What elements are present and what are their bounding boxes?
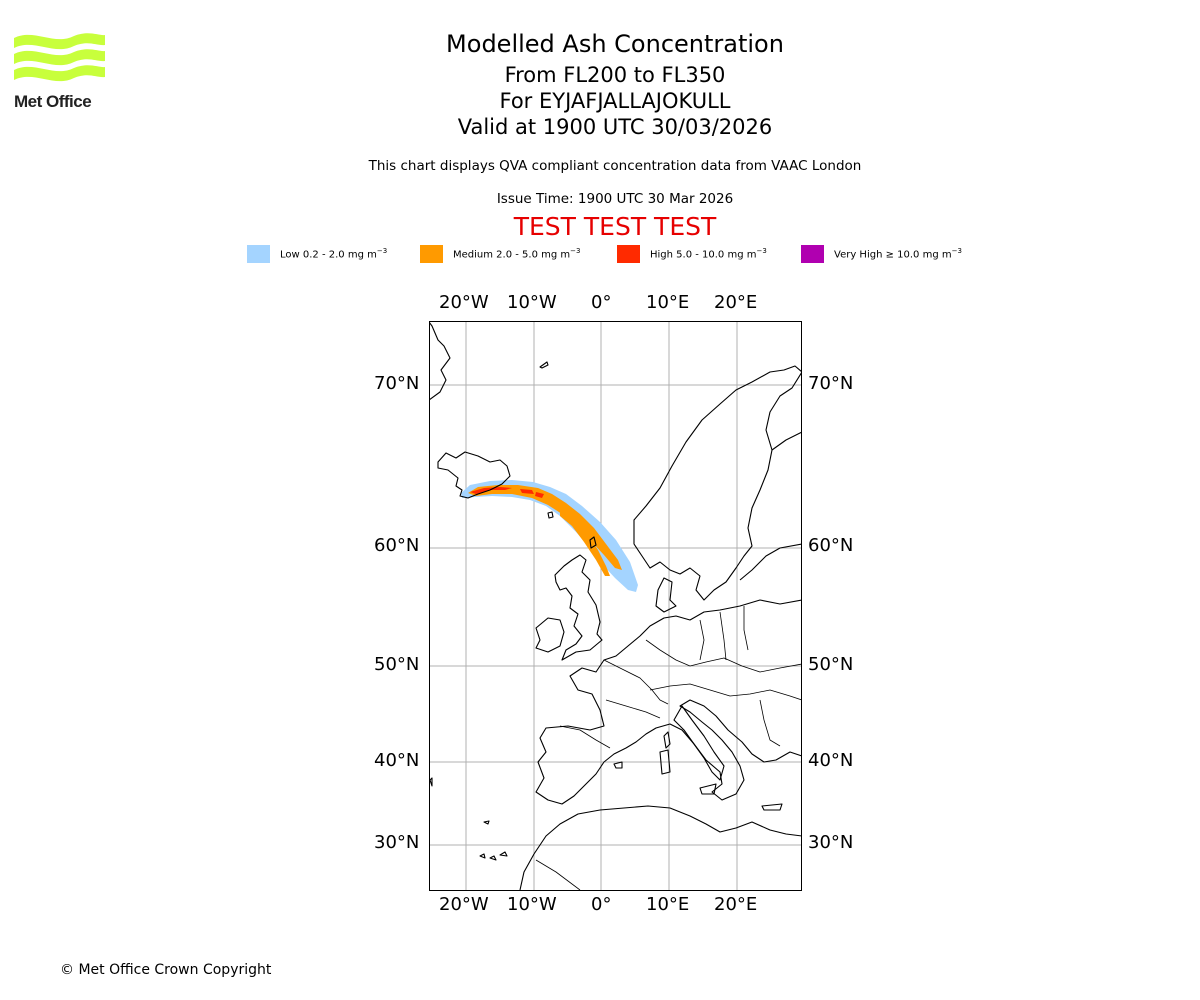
shetland-coast bbox=[589, 536, 597, 549]
azores-coast bbox=[430, 777, 433, 787]
graticule bbox=[430, 322, 801, 890]
italy-coast bbox=[673, 705, 725, 781]
baltic-coast bbox=[739, 543, 801, 581]
volcano-name: For EYJAFJALLAJOKULL bbox=[499, 89, 731, 113]
lat-tick-right: 30°N bbox=[808, 832, 854, 853]
legend-swatch-low bbox=[247, 245, 270, 263]
map-frame bbox=[429, 321, 802, 891]
scandinavia-coast bbox=[633, 365, 801, 601]
copyright-footer: © Met Office Crown Copyright bbox=[60, 962, 272, 978]
ash-concentration-map bbox=[429, 321, 802, 891]
coastlines bbox=[430, 322, 801, 890]
test-banner: TEST TEST TEST bbox=[513, 212, 717, 241]
balearic-coast bbox=[613, 761, 623, 769]
ireland-coast bbox=[535, 617, 565, 653]
lat-tick-left: 50°N bbox=[374, 654, 420, 675]
flight-level-range: From FL200 to FL350 bbox=[504, 63, 726, 87]
legend-swatch-medium bbox=[420, 245, 443, 263]
europe-coast bbox=[535, 599, 801, 805]
lat-tick-left: 40°N bbox=[374, 750, 420, 771]
crete-coast bbox=[761, 803, 783, 811]
lat-tick-right: 70°N bbox=[808, 373, 854, 394]
lon-tick-bottom: 20°E bbox=[714, 894, 758, 915]
lon-tick-bottom: 10°E bbox=[646, 894, 690, 915]
iceland-coast bbox=[437, 451, 511, 499]
met-office-logo: Met Office bbox=[14, 30, 110, 112]
greenland-coast bbox=[430, 322, 451, 400]
ash-high-region bbox=[470, 487, 512, 494]
lat-tick-right: 50°N bbox=[808, 654, 854, 675]
chart-title: Modelled Ash Concentration bbox=[446, 30, 784, 58]
country-borders bbox=[535, 606, 801, 890]
lon-tick-bottom: 0° bbox=[591, 894, 612, 915]
denmark-coast bbox=[655, 577, 677, 613]
madeira-coast bbox=[483, 820, 490, 825]
met-office-waves-icon bbox=[14, 33, 105, 82]
lat-tick-left: 70°N bbox=[374, 373, 420, 394]
legend-swatch-high bbox=[617, 245, 640, 263]
legend-label-high: High 5.0 - 10.0 mg m bbox=[650, 249, 757, 261]
valid-time: Valid at 1900 UTC 30/03/2026 bbox=[457, 115, 773, 139]
ash-medium-region bbox=[468, 485, 622, 570]
finland-coast bbox=[771, 431, 801, 451]
canary-islands-coast bbox=[479, 851, 508, 861]
logo-text: Met Office bbox=[14, 92, 92, 111]
lat-tick-left: 60°N bbox=[374, 535, 420, 556]
lat-tick-right: 60°N bbox=[808, 535, 854, 556]
lon-tick-top: 10°W bbox=[507, 292, 557, 313]
legend-label-medium: Medium 2.0 - 5.0 mg m bbox=[453, 249, 571, 261]
north-africa-coast bbox=[519, 805, 801, 890]
lon-tick-bottom: 10°W bbox=[507, 894, 557, 915]
lon-tick-top: 10°E bbox=[646, 292, 690, 313]
issue-time: Issue Time: 1900 UTC 30 Mar 2026 bbox=[496, 191, 734, 207]
legend-unit-exponent: −3 bbox=[570, 247, 581, 255]
lat-tick-left: 30°N bbox=[374, 832, 420, 853]
legend-swatch-very-high bbox=[801, 245, 824, 263]
lon-tick-top: 0° bbox=[591, 292, 612, 313]
faroe-coast bbox=[547, 511, 554, 519]
ash-medium-region bbox=[560, 510, 610, 576]
legend-unit-exponent: −3 bbox=[951, 247, 962, 255]
great-britain-coast bbox=[554, 554, 603, 661]
ash-high-region bbox=[520, 489, 534, 494]
legend-unit-exponent: −3 bbox=[376, 247, 388, 255]
lon-tick-top: 20°W bbox=[439, 292, 489, 313]
ash-plume bbox=[461, 480, 638, 592]
lon-tick-top: 20°E bbox=[714, 292, 758, 313]
sardinia-coast bbox=[659, 749, 671, 775]
legend-unit-exponent: −3 bbox=[756, 247, 767, 255]
sicily-coast bbox=[699, 783, 717, 795]
lon-tick-bottom: 20°W bbox=[439, 894, 489, 915]
jan-mayen-coast bbox=[539, 361, 549, 369]
lat-tick-right: 40°N bbox=[808, 750, 854, 771]
ash-high-region bbox=[535, 492, 544, 498]
corsica-coast bbox=[663, 731, 671, 749]
legend-label-low: Low 0.2 - 2.0 mg m bbox=[280, 249, 377, 261]
chart-description: This chart displays QVA compliant concen… bbox=[368, 158, 862, 174]
legend-label-very-high: Very High ≥ 10.0 mg m bbox=[834, 249, 952, 261]
